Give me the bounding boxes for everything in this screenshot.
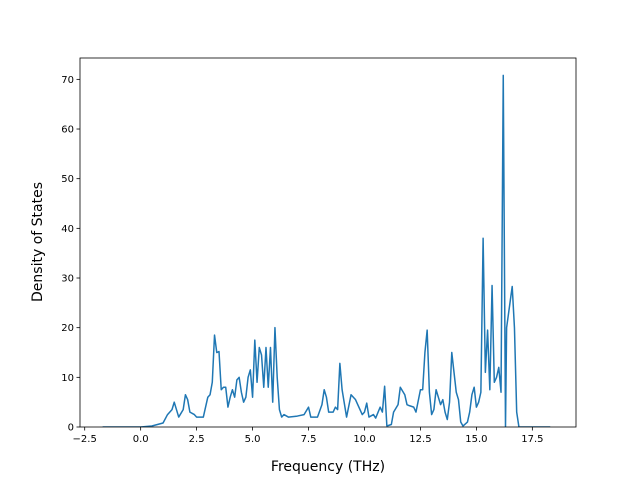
y-axis-label: Density of States xyxy=(30,182,46,302)
x-tick-label: 2.5 xyxy=(189,434,205,445)
x-tick-label: 10.0 xyxy=(353,434,375,445)
x-tick-label: 0.0 xyxy=(133,434,149,445)
x-tick-label: 15.0 xyxy=(465,434,487,445)
y-tick-label: 50 xyxy=(61,174,74,185)
y-tick-label: 20 xyxy=(61,323,74,334)
dos-line xyxy=(102,74,551,427)
y-tick-label: 10 xyxy=(61,373,74,384)
y-tick-label: 30 xyxy=(61,274,74,285)
y-tick-label: 40 xyxy=(61,224,74,235)
x-tick-label: 7.5 xyxy=(301,434,317,445)
x-tick-label: 17.5 xyxy=(521,434,543,445)
plot-frame xyxy=(79,57,577,428)
x-tick-label: 5.0 xyxy=(245,434,261,445)
y-tick-label: 0 xyxy=(68,423,74,434)
y-tick-label: 70 xyxy=(61,75,74,86)
x-tick-label: −2.5 xyxy=(73,434,97,445)
y-tick-label: 60 xyxy=(61,125,74,136)
x-tick-label: 12.5 xyxy=(409,434,431,445)
x-axis-label: Frequency (THz) xyxy=(271,459,385,475)
